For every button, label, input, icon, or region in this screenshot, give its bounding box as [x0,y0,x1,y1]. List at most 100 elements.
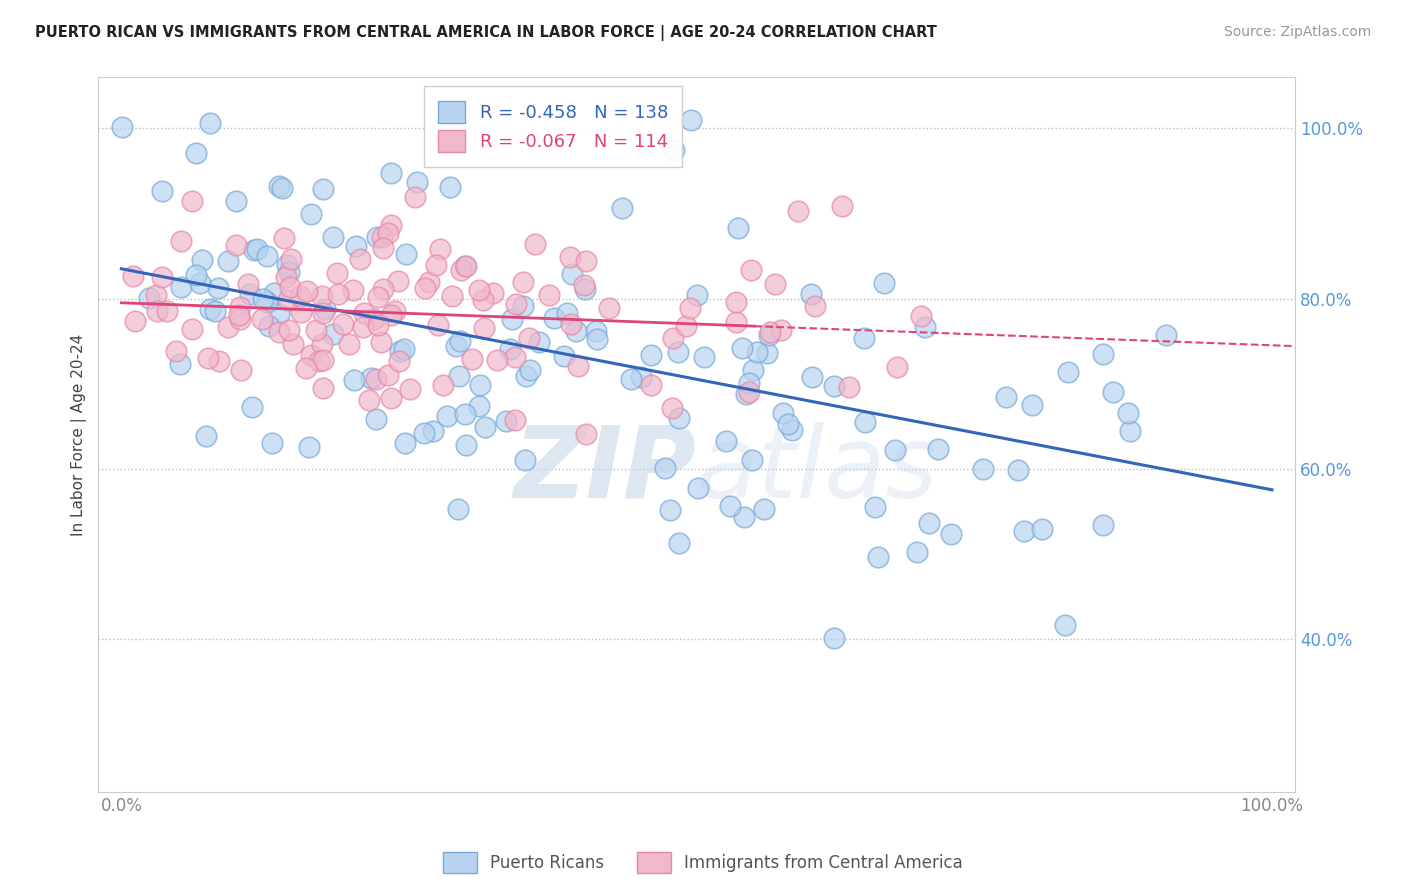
Point [519,363,541,377]
Point [280,279,302,293]
Point [337,337,360,351]
Point [741,453,763,467]
Point [363,312,385,326]
Point [738,385,761,400]
Point [499,342,522,356]
Point [1053,618,1076,632]
Point [366,412,388,426]
Point [432,378,454,392]
Point [349,252,371,267]
Point [278,265,301,279]
Point [738,376,761,390]
Point [314,301,336,316]
Point [312,306,335,320]
Point [422,424,444,438]
Point [941,527,963,541]
Point [217,320,239,334]
Point [273,230,295,244]
Point [352,320,374,334]
Point [1057,365,1080,379]
Point [145,288,167,302]
Point [724,314,747,328]
Point [170,280,193,294]
Point [406,175,429,189]
Point [225,194,247,208]
Point [413,280,436,294]
Point [686,288,709,302]
Point [426,318,449,332]
Point [299,348,322,362]
Point [392,343,415,357]
Point [772,406,794,420]
Point [666,344,689,359]
Point [371,230,394,244]
Point [740,263,762,277]
Point [503,350,526,364]
Point [436,409,458,424]
Point [252,311,274,326]
Point [328,287,350,301]
Point [186,146,208,161]
Point [759,326,782,340]
Point [758,327,780,342]
Point [181,194,204,208]
Point [322,326,344,341]
Point [1091,517,1114,532]
Point [586,332,609,346]
Point [311,289,333,303]
Point [630,370,652,384]
Point [257,319,280,334]
Point [561,267,583,281]
Point [429,243,451,257]
Point [395,247,418,261]
Point [240,401,263,415]
Point [359,392,381,407]
Point [404,189,426,203]
Point [482,286,505,301]
Point [681,113,703,128]
Point [188,277,211,291]
Point [838,380,860,394]
Point [471,293,494,307]
Point [574,282,596,296]
Point [207,281,229,295]
Point [299,206,322,220]
Point [1021,398,1043,412]
Point [668,536,690,550]
Point [731,341,754,355]
Point [146,303,169,318]
Point [277,293,299,307]
Point [727,221,749,235]
Point [517,331,540,345]
Point [686,482,709,496]
Point [460,351,482,366]
Point [441,288,464,302]
Point [252,292,274,306]
Point [873,276,896,290]
Point [1154,328,1177,343]
Point [640,348,662,362]
Y-axis label: In Labor Force | Age 20-24: In Labor Force | Age 20-24 [72,334,87,536]
Point [529,334,551,349]
Point [444,339,467,353]
Point [804,299,827,313]
Point [312,182,335,196]
Point [343,373,366,387]
Point [515,368,537,383]
Point [572,278,595,293]
Legend: Puerto Ricans, Immigrants from Central America: Puerto Ricans, Immigrants from Central A… [436,846,970,880]
Point [927,442,949,456]
Point [111,120,134,134]
Point [278,323,301,337]
Point [367,290,389,304]
Point [495,414,517,428]
Point [752,502,775,516]
Point [297,285,319,299]
Point [156,303,179,318]
Point [263,285,285,300]
Point [122,269,145,284]
Point [322,230,344,244]
Point [512,276,534,290]
Point [387,274,409,288]
Point [575,427,598,442]
